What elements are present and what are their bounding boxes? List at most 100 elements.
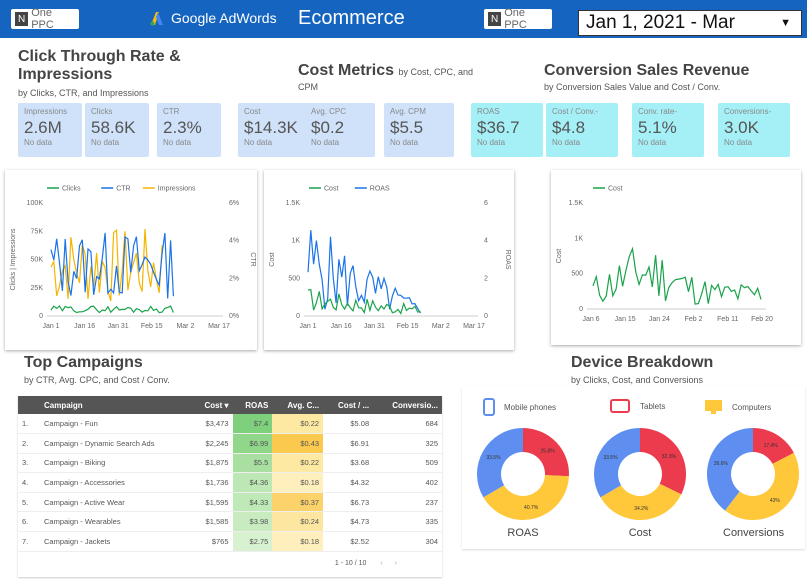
cell-value: $0.18 [272, 472, 324, 493]
y-tick: 50K [31, 257, 44, 264]
cell-value: 335 [373, 511, 442, 533]
campaign-name: Campaign - Fun [40, 414, 192, 435]
y-tick: 0 [579, 306, 583, 313]
roas-line [307, 230, 422, 314]
row-index: 5. [18, 492, 40, 513]
tablet-icon [610, 399, 630, 413]
y2-tick: 4% [229, 238, 239, 245]
table-row[interactable]: 6. Campaign - Wearables $1,585 $3.98 $0.24 $4… [18, 511, 442, 533]
cell-value: $7.4 [232, 414, 273, 435]
column-header[interactable]: Cost ▾ [191, 396, 233, 414]
cell-value: $6.99 [232, 433, 273, 454]
cost-line [307, 289, 421, 315]
one-ppc-logo-2: N One PPC [484, 7, 552, 31]
table-row[interactable]: 5. Campaign - Active Wear $1,595 $4.33 $0.37… [18, 492, 442, 513]
clicks-line [50, 305, 174, 314]
campaign-name: Campaign - Accessories [40, 472, 192, 493]
scorecard-label: Conversions- [724, 107, 772, 116]
conversion-chart-panel: Cost 1.5K 1K 500 0 Jan 6 Jan 15 Jan 24 Feb 2 Feb … [551, 170, 801, 345]
y2-tick: 0% [229, 313, 239, 320]
column-header[interactable]: Avg. C... [272, 396, 324, 414]
y-tick: 1.5K [569, 200, 584, 207]
y-axis-label: Clicks | Impressions [10, 228, 17, 291]
slice-label: 39.6% [714, 461, 729, 467]
cell-value: $0.18 [272, 531, 324, 552]
cell-value: 325 [373, 433, 442, 454]
row-index: 1. [18, 414, 40, 435]
next-page-icon: › [394, 560, 397, 567]
x-tick: Jan 31 [364, 323, 385, 330]
legend-item: ROAS [370, 186, 390, 193]
cell-value: $1,875 [191, 453, 233, 474]
slice-label: 25.8% [541, 449, 556, 455]
scorecard-note: No data [638, 138, 667, 147]
campaign-name: Campaign - Jackets [40, 531, 192, 552]
table-row[interactable]: 4. Campaign - Accessories $1,736 $4.36 $0.18… [18, 472, 442, 493]
table-row[interactable]: 7. Campaign - Jackets $765 $2.75 $0.18 $2.52 3… [18, 531, 442, 552]
row-index: 4. [18, 472, 40, 493]
donut-slice [753, 428, 794, 464]
campaign-name: Campaign - Active Wear [40, 492, 192, 513]
legend-item: CTR [116, 186, 130, 193]
donut-label: ROAS [507, 527, 539, 539]
y2-axis-label: CTR [249, 252, 256, 266]
cell-value: 402 [373, 472, 442, 493]
donut-slice [594, 428, 640, 498]
scorecard-note: No data [390, 138, 419, 147]
y-tick: 1.5K [286, 200, 301, 207]
scorecard-conv-rate: Conv. rate- 5.1% No data [632, 103, 704, 157]
column-header[interactable]: Cost / ... [323, 396, 374, 414]
table-row[interactable]: 3. Campaign - Biking $1,875 $5.5 $0.22 $3.68 5… [18, 453, 442, 474]
cell-value: $2.52 [323, 531, 374, 552]
x-tick: Mar 2 [432, 323, 450, 330]
scorecard-label: Impressions [24, 107, 68, 116]
x-tick: Mar 2 [176, 323, 194, 330]
cell-value: 509 [373, 453, 442, 474]
scorecard-value: 5.1% [638, 118, 677, 137]
x-tick: Jan 1 [42, 323, 59, 330]
column-header[interactable]: ROAS [232, 396, 273, 414]
scorecard-value: $5.5 [390, 118, 424, 137]
chevron-down-icon: ▼ [780, 17, 791, 29]
donut-conversions: 17.4% 43% 39.6% [707, 428, 799, 520]
cell-value: $3.98 [232, 511, 273, 533]
scorecard-cost-conv: Cost / Conv.- $4.8 No data [546, 103, 618, 157]
campaign-name: Campaign - Biking [40, 453, 192, 474]
cell-value: $2,245 [191, 433, 233, 454]
scorecard-note: No data [163, 138, 192, 147]
y-tick: 0 [296, 313, 300, 320]
table-row[interactable]: 2. Campaign - Dynamic Search Ads $2,245 $6.… [18, 433, 442, 454]
scorecard-label: CTR [163, 107, 180, 116]
cell-value: $0.22 [272, 414, 324, 435]
cell-value: $4.32 [323, 472, 374, 493]
cell-value: 684 [373, 414, 442, 435]
scorecard-value: $14.3K [244, 118, 298, 137]
table-row[interactable]: 1. Campaign - Fun $3,473 $7.4 $0.22 $5.08 684 [18, 414, 442, 435]
donut-slice [640, 428, 686, 495]
donut-roas: 25.8% 40.7% 33.5% [477, 428, 569, 520]
scorecard-label: Cost [244, 107, 261, 116]
column-header[interactable]: Conversio... [373, 396, 442, 414]
ctr-chart-panel: Clicks CTR Impressions 100K 75K 50K 25K 0 6% 4% 2%… [5, 170, 257, 350]
x-tick: Feb 15 [141, 323, 163, 330]
donut-cost: 32.3% 34.2% 33.5% [594, 428, 686, 520]
x-tick: Jan 24 [649, 316, 670, 323]
table-pager[interactable]: 1 - 10 / 10 ‹ › [18, 555, 442, 577]
y-tick: 0 [39, 313, 43, 320]
cell-value: $1,736 [191, 472, 233, 493]
one-ppc-logo: N One PPC [11, 7, 79, 31]
cell-value: $6.91 [323, 433, 374, 454]
y-tick: 1K [574, 235, 583, 242]
legend-item: Cost [324, 186, 338, 193]
legend-item: Cost [608, 186, 622, 193]
y-tick: 1K [291, 238, 300, 245]
slice-label: 17.4% [764, 443, 779, 449]
cell-value: $4.33 [232, 492, 273, 513]
ctr-line [50, 232, 174, 299]
scorecard-label: Avg. CPC [311, 107, 346, 116]
date-range-picker[interactable]: Jan 1, 2021 - Mar ▼ [578, 10, 802, 36]
cost-chart-panel: Cost ROAS 1.5K 1K 500 0 6 4 2 0 Jan 1 Jan 16 Jan 31 F… [264, 170, 514, 350]
column-header[interactable]: Campaign [40, 396, 192, 414]
row-index: 7. [18, 531, 40, 552]
campaigns-table: Campaign Cost ▾ ROAS Avg. C... Cost / ... Con… [18, 396, 442, 577]
